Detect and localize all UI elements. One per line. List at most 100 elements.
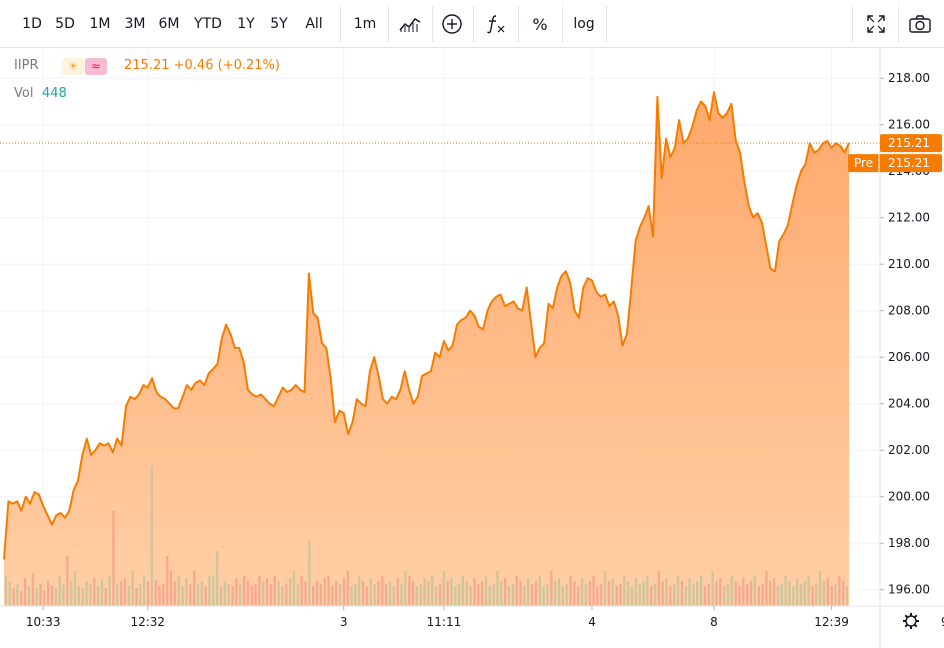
compare-button[interactable]	[436, 0, 468, 48]
volume-bar	[726, 584, 730, 606]
volume-bar	[803, 581, 806, 606]
volume-bar	[815, 584, 818, 606]
volume-bar	[285, 584, 288, 606]
range-3m-button[interactable]: 3M	[124, 16, 146, 32]
range-1m-button[interactable]: 1M	[89, 16, 111, 32]
range-all-button[interactable]: All	[305, 16, 323, 32]
percent-button[interactable]: %	[532, 14, 548, 34]
volume-bar	[100, 580, 104, 606]
volume-bar	[204, 586, 207, 606]
volume-bar	[427, 581, 430, 606]
volume-bar	[542, 586, 545, 606]
settings-button[interactable]	[903, 613, 919, 629]
volume-bar	[200, 581, 203, 606]
volume-bar	[634, 578, 637, 606]
volume-bar	[845, 586, 849, 606]
range-1y-button[interactable]: 1Y	[237, 16, 255, 32]
volume-bar	[108, 576, 111, 606]
range-5d-button[interactable]: 5D	[55, 16, 75, 32]
volume-bar	[169, 571, 173, 606]
volume-bar	[208, 576, 211, 606]
volume-bar	[665, 578, 668, 606]
volume-bar	[58, 576, 61, 606]
volume-bar	[684, 586, 687, 606]
range-ytd-button[interactable]: YTD	[194, 16, 222, 32]
volume-bar	[788, 581, 791, 606]
legend-last-price: 215.21	[124, 58, 170, 73]
y-tick-label: 212.00	[888, 211, 930, 225]
volume-bar	[66, 556, 69, 606]
volume-bars	[4, 466, 849, 606]
volume-bar	[515, 576, 518, 606]
volume-bar	[623, 576, 626, 606]
volume-bar	[235, 578, 238, 606]
x-tick-label: 12:32	[130, 615, 165, 629]
interval-button[interactable]: 1m	[353, 16, 377, 32]
volume-bar	[507, 586, 511, 606]
volume-bar	[315, 581, 319, 606]
volume-bar	[619, 584, 622, 606]
time-axis[interactable]: 10:33 12:32 3 11:11 4 8 12:39 9	[26, 606, 944, 629]
toolbar-separator	[562, 6, 563, 42]
volume-bar	[39, 584, 42, 606]
log-scale-button[interactable]: log	[573, 16, 595, 32]
range-5y-button[interactable]: 5Y	[270, 16, 288, 32]
volume-bar	[223, 581, 226, 606]
last-price-label: 215.21	[888, 136, 930, 150]
legend-change-percent: (+0.21%)	[217, 58, 280, 73]
volume-bar	[692, 584, 695, 606]
indicators-button[interactable]	[478, 0, 514, 48]
volume-bar	[150, 466, 153, 606]
volume-bar	[408, 576, 411, 606]
volume-bar	[434, 586, 438, 606]
volume-bar	[346, 571, 349, 606]
volume-bar	[650, 586, 653, 606]
volume-bar	[711, 571, 714, 606]
volume-bar	[653, 584, 657, 606]
toolbar: 1D 5D 1M 3M 6M YTD 1Y 5Y All 1m	[0, 0, 944, 48]
volume-bar	[24, 578, 27, 606]
volume-bar	[822, 581, 826, 606]
volume-bar	[319, 584, 322, 606]
volume-bar	[646, 576, 649, 606]
volume-bar	[97, 586, 100, 606]
volume-bar	[799, 584, 803, 606]
pre-market-tag: Pre 215.21	[848, 154, 942, 173]
range-6m-button[interactable]: 6M	[158, 16, 180, 32]
y-tick-label: 208.00	[888, 304, 930, 318]
volume-bar	[531, 584, 534, 606]
price-line	[3, 91, 850, 560]
volume-bar	[830, 586, 833, 606]
volume-bar	[776, 586, 780, 606]
volume-bar	[749, 581, 753, 606]
volume-bar	[419, 584, 422, 606]
volume-bar	[573, 581, 576, 606]
volume-bar	[47, 581, 50, 606]
volume-bar	[262, 581, 265, 606]
fullscreen-button[interactable]	[858, 0, 894, 48]
volume-bar	[8, 581, 11, 606]
volume-bar	[212, 576, 215, 606]
volume-bar	[335, 581, 338, 606]
volume-bar	[70, 581, 73, 606]
y-tick-label: 218.00	[888, 71, 930, 85]
volume-bar	[77, 586, 80, 606]
snapshot-button[interactable]	[902, 0, 938, 48]
volume-bar	[511, 584, 515, 606]
volume-bar	[342, 578, 346, 606]
volume-bar	[423, 578, 426, 606]
volume-bar	[89, 584, 92, 606]
volume-bar	[461, 576, 465, 606]
volume-bar	[769, 581, 772, 606]
volume-bar	[120, 581, 123, 606]
volume-bar	[304, 581, 307, 606]
price-axis[interactable]: 196.00 198.00 200.00 202.00 204.00 206.00 208.…	[880, 71, 930, 597]
symbol-label[interactable]: IIPR	[14, 58, 39, 73]
x-tick-label: 8	[710, 615, 718, 629]
chart-style-button[interactable]	[392, 0, 428, 48]
volume-bar	[258, 576, 261, 606]
range-1d-button[interactable]: 1D	[22, 16, 42, 32]
volume-bar	[615, 586, 618, 606]
toolbar-separator	[388, 6, 389, 42]
